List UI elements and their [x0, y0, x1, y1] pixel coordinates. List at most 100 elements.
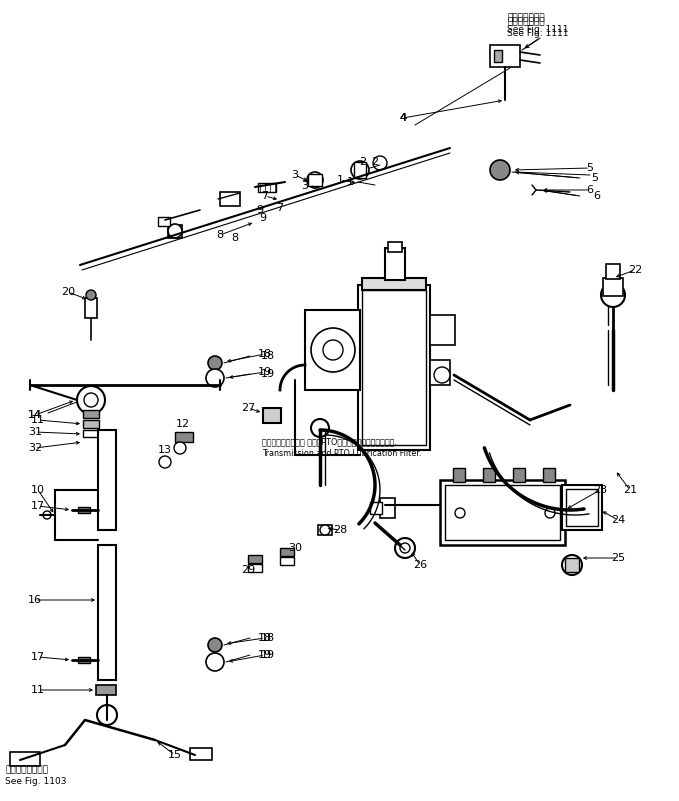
Circle shape — [84, 393, 98, 407]
Text: 19: 19 — [258, 367, 272, 377]
Bar — [175, 432, 193, 442]
Bar — [543, 468, 555, 482]
Text: 30: 30 — [288, 543, 302, 553]
Text: 13: 13 — [158, 445, 172, 455]
Bar — [190, 748, 212, 760]
Circle shape — [86, 290, 96, 300]
Circle shape — [206, 653, 224, 671]
Text: 8: 8 — [232, 233, 238, 243]
Bar — [308, 174, 322, 186]
Text: 18: 18 — [261, 633, 275, 643]
Text: 32: 32 — [28, 443, 42, 453]
Text: 1: 1 — [337, 175, 344, 185]
Text: 14: 14 — [28, 410, 42, 420]
Text: 25: 25 — [611, 553, 625, 563]
Circle shape — [455, 508, 465, 518]
Text: 17: 17 — [31, 501, 45, 511]
Bar — [494, 50, 502, 62]
Text: 24: 24 — [611, 515, 625, 525]
Circle shape — [97, 705, 117, 725]
Text: 第１１１図参照: 第１１１図参照 — [507, 18, 545, 26]
Text: 4: 4 — [399, 113, 407, 123]
Text: 5: 5 — [587, 163, 593, 173]
Circle shape — [208, 356, 222, 370]
Bar — [565, 558, 579, 572]
Bar — [248, 555, 262, 563]
Bar — [248, 564, 262, 572]
Text: 5: 5 — [591, 173, 598, 183]
Circle shape — [43, 511, 51, 519]
Circle shape — [434, 367, 450, 383]
Bar — [318, 525, 332, 535]
Bar — [263, 408, 281, 423]
Bar — [83, 410, 99, 418]
Bar — [83, 430, 99, 437]
Text: 3: 3 — [301, 181, 308, 191]
Bar — [483, 468, 495, 482]
Text: See Fig. 1111: See Fig. 1111 — [507, 30, 568, 38]
Bar — [305, 310, 360, 390]
Bar — [445, 485, 560, 540]
Circle shape — [307, 172, 323, 188]
Text: 11: 11 — [31, 685, 45, 695]
Circle shape — [601, 283, 625, 307]
Text: 23: 23 — [593, 485, 607, 495]
Bar — [98, 545, 116, 680]
Bar — [566, 489, 598, 526]
Circle shape — [168, 224, 182, 238]
Text: 18: 18 — [258, 349, 272, 359]
Bar — [513, 468, 525, 482]
Bar — [562, 485, 602, 530]
Circle shape — [311, 419, 329, 437]
Circle shape — [395, 538, 415, 558]
Circle shape — [320, 525, 330, 535]
Bar — [98, 430, 116, 530]
Bar — [430, 360, 450, 385]
Text: 10: 10 — [31, 485, 45, 495]
Text: 14: 14 — [28, 410, 42, 420]
Text: 9: 9 — [259, 213, 267, 223]
Text: 2: 2 — [371, 157, 379, 167]
Text: 7: 7 — [276, 203, 284, 213]
Text: 26: 26 — [413, 560, 427, 570]
Text: 8: 8 — [217, 230, 223, 240]
Text: 6: 6 — [587, 185, 593, 195]
Text: 21: 21 — [623, 485, 637, 495]
Text: See Fig. 1111: See Fig. 1111 — [507, 26, 568, 34]
Circle shape — [77, 386, 105, 414]
Text: 11: 11 — [31, 415, 45, 425]
Bar — [78, 507, 90, 513]
Bar — [380, 498, 395, 518]
Text: 3: 3 — [291, 170, 299, 180]
Text: 第１１１図参照: 第１１１図参照 — [507, 14, 545, 22]
Bar — [10, 752, 40, 766]
Text: 18: 18 — [261, 351, 275, 361]
Circle shape — [311, 328, 355, 372]
Bar — [362, 278, 426, 290]
Bar — [388, 242, 402, 252]
Text: 16: 16 — [28, 595, 42, 605]
Bar — [258, 183, 276, 192]
Text: 22: 22 — [628, 265, 642, 275]
Bar — [220, 192, 240, 206]
Bar — [158, 217, 170, 226]
Bar — [430, 315, 455, 345]
Bar — [490, 45, 520, 67]
Text: 2: 2 — [359, 157, 367, 167]
Bar — [362, 290, 426, 445]
Bar — [354, 162, 366, 178]
Text: 6: 6 — [593, 191, 600, 201]
Text: トランスミッション およびPTOルブリケーションフィルタ.: トランスミッション およびPTOルブリケーションフィルタ. — [262, 437, 397, 446]
Text: 19: 19 — [258, 650, 272, 660]
Text: 第１１０３図参照: 第１１０３図参照 — [5, 766, 48, 775]
Bar — [358, 285, 430, 450]
Text: 19: 19 — [261, 650, 275, 660]
Text: 9: 9 — [257, 205, 263, 215]
Circle shape — [545, 508, 555, 518]
Bar — [280, 548, 294, 556]
Text: 20: 20 — [61, 287, 75, 297]
Text: 29: 29 — [241, 565, 255, 575]
Text: See Fig. 1103: See Fig. 1103 — [5, 778, 67, 787]
Bar — [603, 278, 623, 296]
Bar — [168, 225, 182, 238]
